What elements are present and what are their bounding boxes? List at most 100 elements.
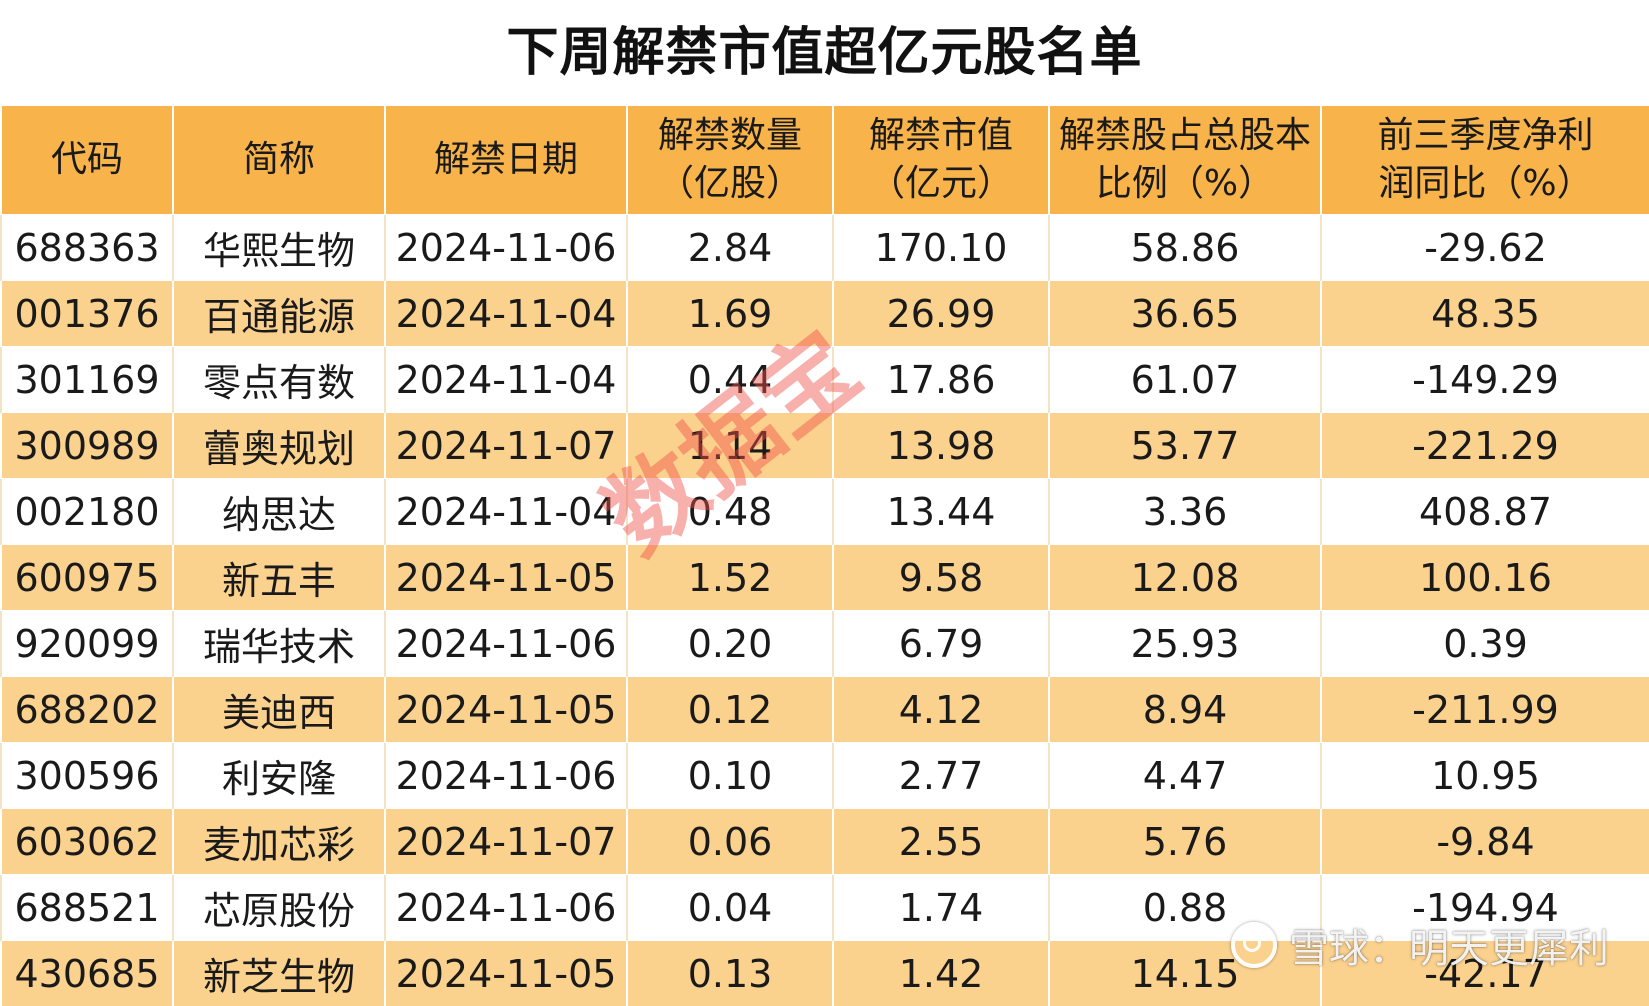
unlock-value-cell: 13.44 [833, 479, 1049, 545]
stock-code-cell: 300596 [1, 743, 173, 809]
unlock-quantity-cell: 0.10 [627, 743, 833, 809]
stock-code-cell: 301169 [1, 347, 173, 413]
unlock-date-cell: 2024-11-07 [385, 809, 627, 875]
column-header-line: 解禁日期 [386, 136, 626, 184]
unlock-ratio-cell: 36.65 [1049, 281, 1321, 347]
unlock-value-cell: 17.86 [833, 347, 1049, 413]
column-header: 代码 [1, 106, 173, 215]
unlock-quantity-cell: 0.48 [627, 479, 833, 545]
stock-code-cell: 688202 [1, 677, 173, 743]
unlock-value-cell: 9.58 [833, 545, 1049, 611]
unlock-ratio-cell: 4.47 [1049, 743, 1321, 809]
unlock-quantity-cell: 0.06 [627, 809, 833, 875]
column-header: 解禁市值（亿元） [833, 106, 1049, 215]
unlock-value-cell: 2.55 [833, 809, 1049, 875]
unlock-quantity-cell: 0.04 [627, 875, 833, 941]
profit-yoy-cell: 100.16 [1321, 545, 1649, 611]
stock-name-cell: 瑞华技术 [173, 611, 385, 677]
unlock-value-cell: 1.74 [833, 875, 1049, 941]
stock-name-cell: 新五丰 [173, 545, 385, 611]
unlock-value-cell: 1.42 [833, 941, 1049, 1006]
unlock-ratio-cell: 58.86 [1049, 215, 1321, 281]
unlock-ratio-cell: 3.36 [1049, 479, 1321, 545]
profit-yoy-cell: 408.87 [1321, 479, 1649, 545]
profit-yoy-cell: 0.39 [1321, 611, 1649, 677]
column-header: 解禁数量（亿股） [627, 106, 833, 215]
column-header: 解禁股占总股本比例（%） [1049, 106, 1321, 215]
unlock-date-cell: 2024-11-06 [385, 611, 627, 677]
column-header: 解禁日期 [385, 106, 627, 215]
unlock-ratio-cell: 14.15 [1049, 941, 1321, 1006]
unlock-value-cell: 170.10 [833, 215, 1049, 281]
profit-yoy-cell: -221.29 [1321, 413, 1649, 479]
column-header-line: 代码 [2, 136, 172, 184]
stock-name-cell: 零点有数 [173, 347, 385, 413]
unlock-value-cell: 6.79 [833, 611, 1049, 677]
unlock-date-cell: 2024-11-07 [385, 413, 627, 479]
unlock-table: 代码简称解禁日期解禁数量（亿股）解禁市值（亿元）解禁股占总股本比例（%）前三季度… [0, 106, 1649, 1006]
column-header-line: 润同比（%） [1322, 160, 1649, 208]
column-header-line: （亿股） [628, 160, 832, 208]
stock-code-cell: 430685 [1, 941, 173, 1006]
column-header-line: 解禁股占总股本 [1050, 112, 1320, 160]
column-header: 简称 [173, 106, 385, 215]
unlock-ratio-cell: 61.07 [1049, 347, 1321, 413]
unlock-date-cell: 2024-11-05 [385, 941, 627, 1006]
unlock-ratio-cell: 0.88 [1049, 875, 1321, 941]
unlock-quantity-cell: 2.84 [627, 215, 833, 281]
unlock-date-cell: 2024-11-06 [385, 743, 627, 809]
stock-name-cell: 华熙生物 [173, 215, 385, 281]
unlock-date-cell: 2024-11-04 [385, 281, 627, 347]
stock-name-cell: 蕾奥规划 [173, 413, 385, 479]
profit-yoy-cell: -149.29 [1321, 347, 1649, 413]
page-title: 下周解禁市值超亿元股名单 [0, 0, 1649, 106]
column-header-line: 前三季度净利 [1322, 112, 1649, 160]
unlock-date-cell: 2024-11-05 [385, 545, 627, 611]
stock-code-cell: 688363 [1, 215, 173, 281]
stock-code-cell: 002180 [1, 479, 173, 545]
stock-name-cell: 麦加芯彩 [173, 809, 385, 875]
unlock-date-cell: 2024-11-04 [385, 479, 627, 545]
profit-yoy-cell: -9.84 [1321, 809, 1649, 875]
stock-code-cell: 001376 [1, 281, 173, 347]
unlock-date-cell: 2024-11-06 [385, 215, 627, 281]
stock-code-cell: 603062 [1, 809, 173, 875]
unlock-ratio-cell: 53.77 [1049, 413, 1321, 479]
stock-name-cell: 芯原股份 [173, 875, 385, 941]
unlock-date-cell: 2024-11-05 [385, 677, 627, 743]
unlock-date-cell: 2024-11-06 [385, 875, 627, 941]
unlock-quantity-cell: 1.69 [627, 281, 833, 347]
unlock-ratio-cell: 5.76 [1049, 809, 1321, 875]
stock-name-cell: 新芝生物 [173, 941, 385, 1006]
profit-yoy-cell: -42.17 [1321, 941, 1649, 1006]
profit-yoy-cell: 10.95 [1321, 743, 1649, 809]
unlock-ratio-cell: 25.93 [1049, 611, 1321, 677]
unlock-quantity-cell: 0.20 [627, 611, 833, 677]
unlock-quantity-cell: 1.52 [627, 545, 833, 611]
stock-code-cell: 688521 [1, 875, 173, 941]
column-header: 前三季度净利润同比（%） [1321, 106, 1649, 215]
profit-yoy-cell: 48.35 [1321, 281, 1649, 347]
column-header-line: （亿元） [834, 160, 1048, 208]
column-header-line: 比例（%） [1050, 160, 1320, 208]
table-header-row: 代码简称解禁日期解禁数量（亿股）解禁市值（亿元）解禁股占总股本比例（%）前三季度… [1, 106, 1649, 215]
unlock-quantity-cell: 0.12 [627, 677, 833, 743]
unlock-value-cell: 26.99 [833, 281, 1049, 347]
column-header-line: 解禁市值 [834, 112, 1048, 160]
unlock-quantity-cell: 0.13 [627, 941, 833, 1006]
stock-code-cell: 920099 [1, 611, 173, 677]
profit-yoy-cell: -29.62 [1321, 215, 1649, 281]
